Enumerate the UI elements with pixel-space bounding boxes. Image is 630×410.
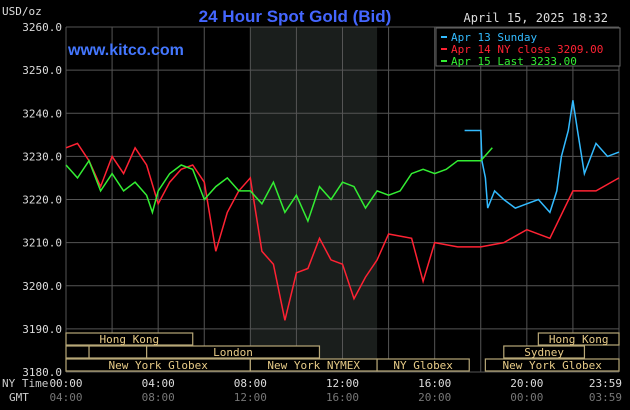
session-bar (537, 332, 620, 346)
y-tick-label: 3220.0 (22, 194, 62, 207)
series-line-1 (65, 142, 620, 321)
x-tick-gmt: 12:00 (234, 391, 267, 404)
x-tick-ny: 23:59 (589, 377, 622, 390)
session-label: New York NYMEX (267, 359, 360, 372)
x-tick-ny: 08:00 (234, 377, 267, 390)
session-bar (65, 332, 194, 346)
session-label: NY Globex (393, 359, 453, 372)
session-bar (88, 345, 148, 359)
x-tick-gmt: 20:00 (418, 391, 451, 404)
gmt-label: GMT (9, 391, 29, 404)
series-lines (65, 100, 620, 321)
ny-time-label: NY Time (2, 377, 48, 390)
y-tick-label: 3230.0 (22, 150, 62, 163)
y-tick-label: 3210.0 (22, 237, 62, 250)
session-label: Hong Kong (549, 333, 609, 346)
x-tick-ny: 00:00 (49, 377, 82, 390)
x-ticks: 00:00 04:00 08:00 12:00 16:00 20:00 23:5904:00… (49, 377, 622, 404)
x-tick-gmt: 08:00 (142, 391, 175, 404)
y-axis-label: USD/oz (2, 5, 42, 18)
session-label: Sydney (524, 346, 564, 359)
session-label: New York Globex (108, 359, 208, 372)
series-line-0 (464, 100, 620, 214)
x-tick-ny: 16:00 (418, 377, 451, 390)
series-line-2 (65, 147, 493, 224)
x-tick-gmt: 00:00 (510, 391, 543, 404)
x-tick-ny: 20:00 (510, 377, 543, 390)
session-label: Hong Kong (100, 333, 160, 346)
y-ticks: 3260.0 3250.0 3240.0 3230.0 3220.0 3210.0 3200… (22, 21, 62, 379)
session-bar (65, 345, 90, 359)
x-tick-gmt: 16:00 (326, 391, 359, 404)
legend-entry: Apr 14 NY close 3209.00 (451, 43, 603, 56)
grid (65, 26, 620, 373)
session-bar (146, 345, 321, 359)
x-tick-ny: 04:00 (142, 377, 175, 390)
timestamp: April 15, 2025 18:32 (464, 11, 609, 25)
y-tick-label: 3180.0 (22, 366, 62, 379)
x-tick-ny: 12:00 (326, 377, 359, 390)
y-tick-label: 3190.0 (22, 323, 62, 336)
website-link[interactable]: www.kitco.com (67, 42, 184, 59)
session-label: London (213, 346, 253, 359)
legend-entry: Apr 15 Last 3233.00 (451, 55, 577, 68)
x-tick-gmt: 04:00 (49, 391, 82, 404)
y-tick-label: 3260.0 (22, 21, 62, 34)
x-tick-gmt: 03:59 (589, 391, 622, 404)
session-label: New York Globex (503, 359, 603, 372)
y-tick-label: 3200.0 (22, 280, 62, 293)
legend-entry: Apr 13 Sunday (451, 31, 537, 44)
session-bar (484, 358, 620, 372)
session-bar (503, 345, 586, 359)
session-bar (376, 358, 470, 372)
y-tick-label: 3250.0 (22, 64, 62, 77)
chart-title: 24 Hour Spot Gold (Bid) (199, 7, 392, 26)
y-tick-label: 3240.0 (22, 107, 62, 120)
